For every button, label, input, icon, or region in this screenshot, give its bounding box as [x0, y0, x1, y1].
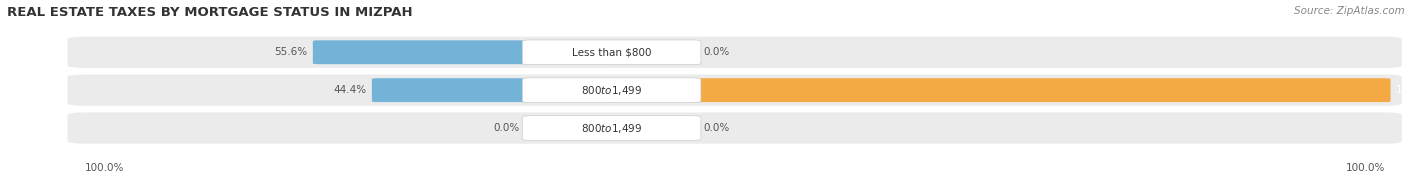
Text: 0.0%: 0.0% [704, 123, 730, 133]
Text: 100.0%: 100.0% [1396, 85, 1406, 95]
Text: $800 to $1,499: $800 to $1,499 [581, 84, 643, 97]
Legend: Without Mortgage, With Mortgage: Without Mortgage, With Mortgage [586, 195, 820, 196]
Text: REAL ESTATE TAXES BY MORTGAGE STATUS IN MIZPAH: REAL ESTATE TAXES BY MORTGAGE STATUS IN … [7, 6, 412, 19]
FancyBboxPatch shape [67, 37, 1402, 68]
FancyBboxPatch shape [606, 78, 1391, 102]
Text: 100.0%: 100.0% [1346, 163, 1385, 173]
FancyBboxPatch shape [523, 78, 700, 103]
FancyBboxPatch shape [371, 78, 617, 102]
Text: Less than $800: Less than $800 [572, 47, 651, 57]
FancyBboxPatch shape [523, 40, 700, 65]
Text: Source: ZipAtlas.com: Source: ZipAtlas.com [1294, 6, 1405, 16]
Text: 44.4%: 44.4% [333, 85, 366, 95]
FancyBboxPatch shape [523, 116, 700, 140]
Text: 55.6%: 55.6% [274, 47, 307, 57]
Text: $800 to $1,499: $800 to $1,499 [581, 122, 643, 134]
FancyBboxPatch shape [67, 113, 1402, 144]
Text: 0.0%: 0.0% [704, 47, 730, 57]
FancyBboxPatch shape [312, 40, 617, 64]
FancyBboxPatch shape [67, 74, 1402, 106]
Text: 100.0%: 100.0% [84, 163, 124, 173]
Text: 0.0%: 0.0% [494, 123, 520, 133]
